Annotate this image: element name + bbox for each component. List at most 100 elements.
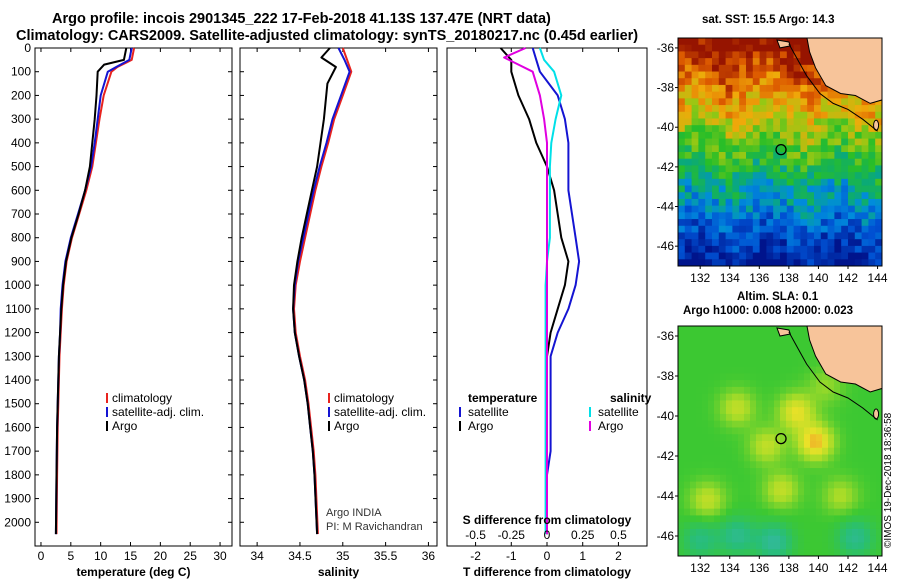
sla-map-cell (870, 461, 877, 469)
sst-map-cell (691, 172, 699, 180)
sst-map-cell (732, 232, 740, 240)
sst-map-cell (712, 111, 720, 120)
sla-map-cell (714, 447, 721, 456)
sla-map-cell (768, 549, 775, 556)
sla-map-cell (702, 400, 709, 408)
sst-map-cell (691, 178, 699, 187)
sst-map-cell (705, 58, 713, 66)
sla-map-cell (702, 447, 709, 456)
sst-map-cell (868, 192, 876, 200)
sla-map-cell (870, 481, 877, 489)
sla-map-cell (726, 393, 733, 402)
sla-map-cell (780, 434, 787, 442)
sst-map-cell (684, 71, 693, 79)
sla-map-cell (678, 353, 685, 361)
sst-map-cell (725, 252, 733, 260)
sla-map-cell (684, 353, 691, 361)
sst-map-cell (698, 131, 706, 140)
sla-map-cell (702, 542, 709, 550)
sla-map-cell (876, 481, 882, 489)
sla-map-cell (762, 326, 769, 334)
sst-map-cell (752, 178, 761, 187)
sst-map-cell (827, 145, 835, 153)
sst-map-cell (684, 205, 693, 213)
sst-map-cell (827, 105, 835, 113)
sla-map-cell (726, 522, 733, 530)
sst-map-cell (732, 185, 740, 193)
sst-map-cell (705, 158, 713, 167)
sla-map-cell (876, 542, 882, 550)
sst-map-cell (875, 198, 882, 207)
sst-map-cell (834, 131, 842, 140)
sla-map-cell (780, 535, 787, 544)
sla-map-cell (792, 454, 799, 462)
sst-map-cell (875, 239, 882, 247)
depth-tick-label: 1900 (4, 492, 31, 506)
sla-map-cell (714, 535, 721, 544)
sla-map-cell (738, 339, 745, 347)
sst-map-cell (841, 111, 849, 120)
sla-map-cell (774, 515, 781, 523)
sst-map-cell (678, 259, 686, 266)
sst-map-cell (814, 245, 822, 254)
sst-map-cell (780, 158, 788, 167)
sst-map-cell (854, 192, 863, 200)
sla-map-frame (677, 325, 883, 557)
sla-map-cell (816, 474, 823, 483)
sst-map-cell (827, 152, 835, 160)
sla-map-cell (702, 495, 709, 503)
sla-map-cell (864, 522, 871, 530)
sla-map-cell (726, 400, 733, 408)
sla-map-cell (786, 549, 793, 556)
difference-xlabel: T difference from climatology (463, 565, 631, 579)
sst-map-cell (684, 64, 693, 73)
sst-map-cell (773, 44, 781, 53)
sla-map-cell (762, 447, 769, 456)
sst-map-cell (800, 91, 808, 99)
sst-map-cell (868, 232, 876, 240)
sla-map-cell (756, 461, 763, 469)
sst-map-cell (868, 212, 876, 220)
sst-map-cell (691, 252, 699, 260)
sst-map-cell (712, 185, 720, 193)
sst-map-cell (705, 78, 713, 86)
sst-map-cell (800, 105, 808, 113)
sla-map-cell (750, 522, 757, 530)
sla-map-cell (864, 447, 871, 456)
sst-map-cell (712, 225, 720, 234)
sla-map-cell (798, 481, 805, 489)
depth-tick-label: 600 (11, 183, 31, 197)
sla-map-cell (822, 549, 829, 556)
sst-map-cell (732, 225, 740, 234)
sst-map-cell (766, 198, 774, 207)
sla-map-xtick-label: 144 (868, 561, 888, 575)
sst-map-cell (739, 78, 747, 86)
sla-map-cell (750, 535, 757, 544)
sla-map-cell (750, 393, 757, 402)
sla-map-cell (774, 400, 781, 408)
sla-map-cell (858, 413, 865, 422)
sla-map-cell (756, 508, 763, 517)
sla-map-cell (852, 508, 859, 517)
sla-map-cell (816, 542, 823, 550)
sla-map-cell (750, 481, 757, 489)
sla-map-cell (696, 461, 703, 469)
salinity-xtick-label: 34.5 (288, 549, 312, 563)
sst-map-cell (698, 51, 706, 59)
sst-map-cell (773, 58, 781, 66)
sla-map-cell (726, 366, 733, 374)
sst-map-cell (834, 225, 842, 234)
sst-map-cell (691, 38, 699, 46)
sst-map-cell (800, 232, 808, 240)
sst-map-cell (854, 198, 863, 207)
sst-map-cell (780, 239, 788, 247)
sst-map-cell (752, 252, 761, 260)
sst-map-cell (759, 219, 767, 227)
sst-map-cell (868, 125, 876, 133)
sla-map-cell (870, 508, 877, 517)
sst-map-cell (854, 185, 863, 193)
sla-map-cell (732, 515, 739, 523)
sst-map-cell (739, 105, 747, 113)
sst-map-xtick-label: 142 (838, 271, 858, 285)
sst-map-cell (746, 138, 754, 146)
